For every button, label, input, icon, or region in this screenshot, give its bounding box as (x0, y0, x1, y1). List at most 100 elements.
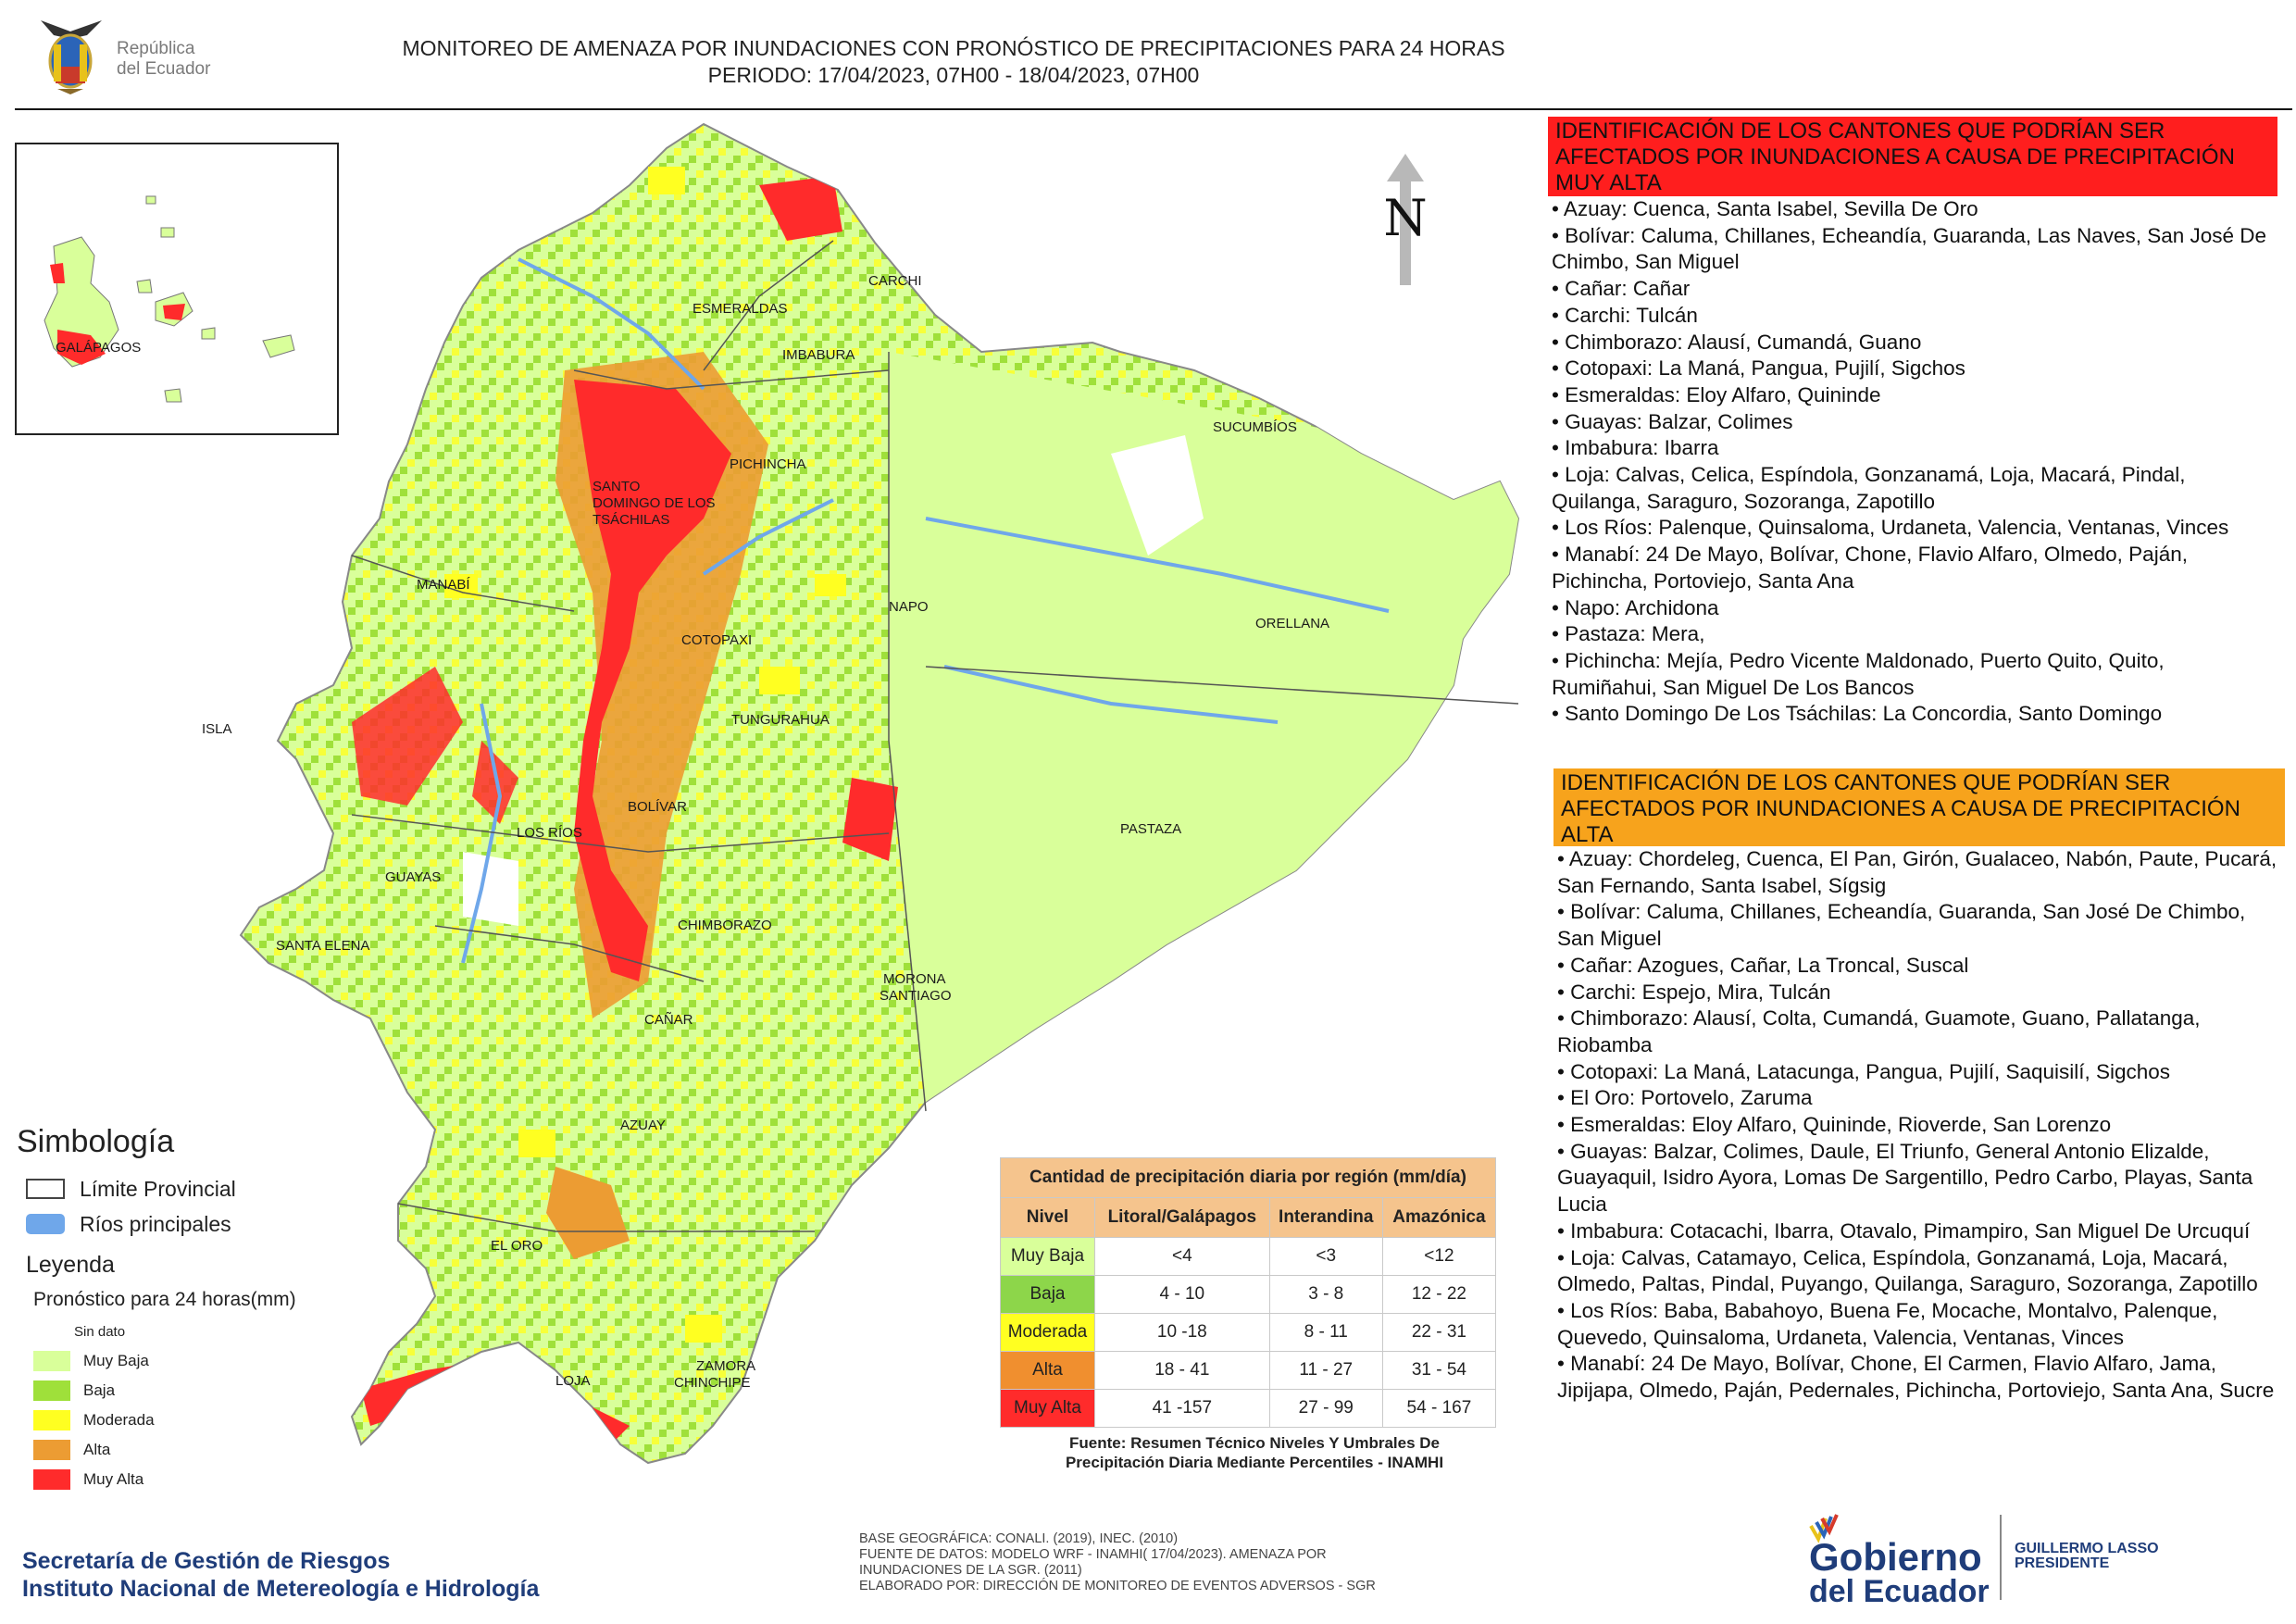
label-loja: LOJA (555, 1373, 591, 1389)
legend-limite-provincial: Límite Provincial (26, 1176, 236, 1202)
limite-swatch (26, 1179, 65, 1199)
sin-dato-swatch (33, 1321, 70, 1342)
moderada-label: Moderada (83, 1411, 155, 1429)
muy-alta-label: Muy Alta (83, 1470, 144, 1488)
table-source-note: Fuente: Resumen Técnico Niveles Y Umbral… (1004, 1433, 1504, 1472)
sin-dato-label: Sin dato (74, 1323, 126, 1340)
list-item: • Manabí: 24 De Mayo, Bolívar, Chone, Fl… (1552, 543, 2188, 593)
alta-label: Alta (83, 1441, 111, 1458)
north-arrow-icon: N (1383, 154, 1428, 285)
leyenda-title: Leyenda (26, 1252, 115, 1278)
president-title: PRESIDENTE (2015, 1555, 2110, 1571)
label-zamora: ZAMORA (696, 1358, 755, 1374)
north-label: N (1383, 189, 1427, 247)
label-esmeraldas: ESMERALDAS (693, 301, 788, 317)
alta-cantones-banner: IDENTIFICACIÓN DE LOS CANTONES QUE PODRÍ… (1554, 768, 2285, 847)
list-item: • Pastaza: Mera, (1552, 622, 1705, 646)
table-row: Baja 4 - 10 3 - 8 12 - 22 (1000, 1275, 1497, 1314)
label-chinchipe: CHINCHIPE (674, 1375, 751, 1391)
org-name-inamhi: Instituto Nacional de Metereología e Hid… (22, 1576, 540, 1602)
legend-class-muy-baja: Muy Baja (33, 1350, 149, 1372)
label-losrios: LOS RÍOS (517, 825, 582, 841)
cell-nivel: Moderada (1000, 1313, 1095, 1352)
label-guayas: GUAYAS (385, 869, 441, 885)
cell-litoral: 18 - 41 (1093, 1351, 1270, 1390)
morona-muy-alta-zone (842, 778, 898, 861)
del-ecuador-text: del Ecuador (117, 59, 211, 79)
legend-class-muy-alta: Muy Alta (33, 1468, 144, 1491)
list-item: • Carchi: Espejo, Mira, Tulcán (1557, 980, 1831, 1004)
ecuador-flood-threat-map: CARCHI ESMERALDAS IMBABURA SUCUMBÍOS PIC… (202, 122, 1520, 1465)
republica-ecuador-wordmark: República del Ecuador (117, 39, 210, 80)
label-canar: CAÑAR (644, 1012, 693, 1028)
table-row: Moderada 10 -18 8 - 11 22 - 31 (1000, 1313, 1497, 1352)
label-santaelena: SANTA ELENA (276, 938, 369, 954)
cell-litoral: 10 -18 (1093, 1313, 1270, 1352)
alta-cantones-list: • Azuay: Chordeleg, Cuenca, El Pan, Giró… (1557, 846, 2279, 1405)
baja-swatch (33, 1380, 70, 1401)
table-source-line-2: Precipitación Diaria Mediante Percentile… (1065, 1454, 1444, 1471)
label-bolivar: BOLÍVAR (628, 799, 687, 815)
list-item: • Los Ríos: Palenque, Quinsaloma, Urdane… (1552, 516, 2229, 540)
gob-line-2: del Ecuador (1809, 1574, 1990, 1609)
list-item: • Bolívar: Caluma, Chillanes, Echeandía,… (1552, 223, 2267, 274)
central-muy-alta-zone (574, 380, 731, 981)
rios-swatch (26, 1214, 65, 1234)
credit-line: FUENTE DE DATOS: MODELO WRF - INAMHI( 17… (859, 1547, 1327, 1562)
precipitation-threshold-table: Cantidad de precipitación diaria por reg… (1000, 1157, 1497, 1428)
header-nivel: Nivel (1000, 1197, 1095, 1238)
table-row: Muy Baja <4 <3 <12 (1000, 1237, 1497, 1276)
cell-interandina: 8 - 11 (1268, 1313, 1383, 1352)
list-item: • Cañar: Azogues, Cañar, La Troncal, Sus… (1557, 953, 1969, 977)
list-item: • Guayas: Balzar, Colimes (1552, 409, 1793, 433)
list-item: • Chimborazo: Alausí, Colta, Cumandá, Gu… (1557, 1006, 2201, 1056)
label-tsachilas: TSÁCHILAS (593, 512, 669, 528)
cell-amazonica: 22 - 31 (1381, 1313, 1497, 1352)
cell-nivel: Muy Baja (1000, 1237, 1095, 1276)
list-item: • Manabí: 24 De Mayo, Bolívar, Chone, El… (1557, 1352, 2275, 1403)
muy-alta-cantones-list: • Azuay: Cuenca, Santa Isabel, Sevilla D… (1552, 196, 2274, 728)
list-item: • Imbabura: Ibarra (1552, 436, 1719, 460)
moderada-patches (444, 167, 846, 1343)
limite-label: Límite Provincial (80, 1176, 236, 1201)
cell-nivel: Muy Alta (1000, 1389, 1095, 1428)
gob-line-1: Gobierno (1809, 1535, 1982, 1579)
label-imbabura: IMBABURA (782, 347, 855, 363)
label-azuay: AZUAY (620, 1118, 666, 1133)
label-tungurahua: TUNGURAHUA (731, 712, 830, 728)
provincial-boundaries (351, 240, 1519, 1232)
sin-dato-zone-2 (463, 852, 518, 926)
alta-swatch (33, 1440, 70, 1460)
label-manabi: MANABÍ (417, 577, 470, 593)
footer-divider (2000, 1515, 2002, 1600)
label-domingo: DOMINGO DE LOS (593, 495, 716, 511)
list-item: • Chimborazo: Alausí, Cumandá, Guano (1552, 330, 1922, 354)
cell-interandina: 11 - 27 (1268, 1351, 1383, 1390)
label-pastaza: PASTAZA (1120, 821, 1181, 837)
header-litoral: Litoral/Galápagos (1093, 1197, 1270, 1238)
legend-class-moderada: Moderada (33, 1409, 155, 1431)
list-item: • Loja: Calvas, Celica, Espíndola, Gonza… (1552, 463, 2186, 513)
list-item: • Loja: Calvas, Catamayo, Celica, Espínd… (1557, 1245, 2258, 1296)
list-item: • Napo: Archidona (1552, 595, 1719, 619)
main-rivers (461, 257, 1390, 964)
list-item: • Esmeraldas: Eloy Alfaro, Quininde (1552, 382, 1881, 406)
cell-interandina: <3 (1268, 1237, 1383, 1276)
list-item: • Los Ríos: Baba, Babahoyo, Buena Fe, Mo… (1557, 1298, 2218, 1349)
list-item: • El Oro: Portovelo, Zaruma (1557, 1086, 1813, 1110)
list-item: • Azuay: Cuenca, Santa Isabel, Sevilla D… (1552, 197, 1978, 220)
label-pichincha: PICHINCHA (730, 456, 806, 472)
list-item: • Imbabura: Cotacachi, Ibarra, Otavalo, … (1557, 1218, 2251, 1243)
manabi-muy-alta-zone (352, 667, 463, 806)
galapagos-islands: GALÁPAGOS (44, 195, 295, 403)
republica-text: República (117, 39, 195, 58)
label-galapagos: GALÁPAGOS (56, 340, 141, 356)
list-item: • Cañar: Cañar (1552, 277, 1691, 301)
label-chimborazo: CHIMBORAZO (678, 918, 772, 933)
cell-interandina: 3 - 8 (1268, 1275, 1383, 1314)
province-labels: CARCHI ESMERALDAS IMBABURA SUCUMBÍOS PIC… (202, 273, 1329, 1391)
muy-baja-label: Muy Baja (83, 1352, 149, 1369)
map-title: MONITOREO DE AMENAZA POR INUNDACIONES CO… (398, 35, 1509, 89)
label-morona: MORONA (883, 971, 946, 987)
gobierno-del-ecuador-logo: Gobierno del Ecuador (1809, 1514, 1990, 1609)
